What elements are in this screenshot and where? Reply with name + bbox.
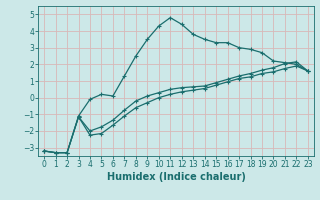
X-axis label: Humidex (Indice chaleur): Humidex (Indice chaleur): [107, 172, 245, 182]
